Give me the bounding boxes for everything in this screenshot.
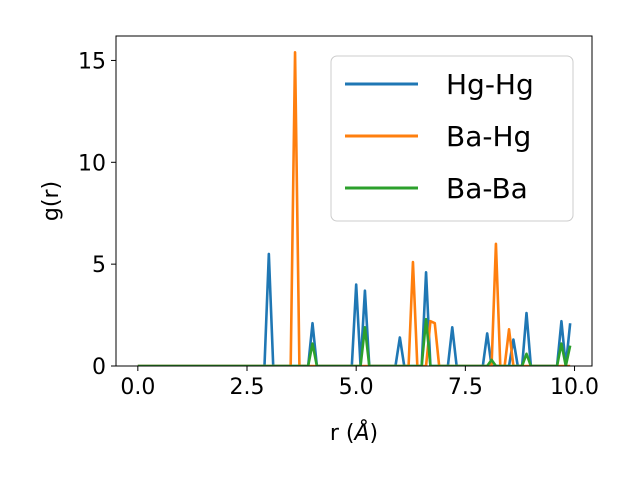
plot-frame xyxy=(115,35,593,367)
y-tick-label: 5 xyxy=(92,253,106,278)
legend: Hg-Hg Ba-Hg Ba-Ba xyxy=(330,55,574,222)
series-line-hg-hg xyxy=(137,252,572,366)
y-axis: 0 5 10 15 xyxy=(78,49,116,380)
legend-box xyxy=(330,55,574,222)
x-tick-label: 2.5 xyxy=(230,375,265,400)
x-axis-title: r (Å) xyxy=(330,419,378,446)
x-tick-label: 0.0 xyxy=(120,375,155,400)
x-tick-label: 7.5 xyxy=(448,375,483,400)
legend-label: Ba-Ba xyxy=(446,172,528,205)
legend-entry: Ba-Hg xyxy=(345,120,531,153)
legend-label: Ba-Hg xyxy=(446,120,531,153)
x-tick-label: 5.0 xyxy=(339,375,374,400)
legend-entry: Hg-Hg xyxy=(345,68,534,101)
y-tick-label: 0 xyxy=(92,355,106,380)
series-line-ba-hg xyxy=(137,50,571,366)
y-axis-title: g(r) xyxy=(39,181,64,221)
series-layer xyxy=(137,50,572,366)
legend-label: Hg-Hg xyxy=(446,68,534,101)
y-tick-label: 10 xyxy=(78,151,106,176)
legend-entry: Ba-Ba xyxy=(345,172,528,205)
x-tick-label: 10.0 xyxy=(550,375,599,400)
x-axis: 0.0 2.5 5.0 7.5 10.0 xyxy=(120,366,599,400)
y-tick-label: 15 xyxy=(78,49,106,74)
